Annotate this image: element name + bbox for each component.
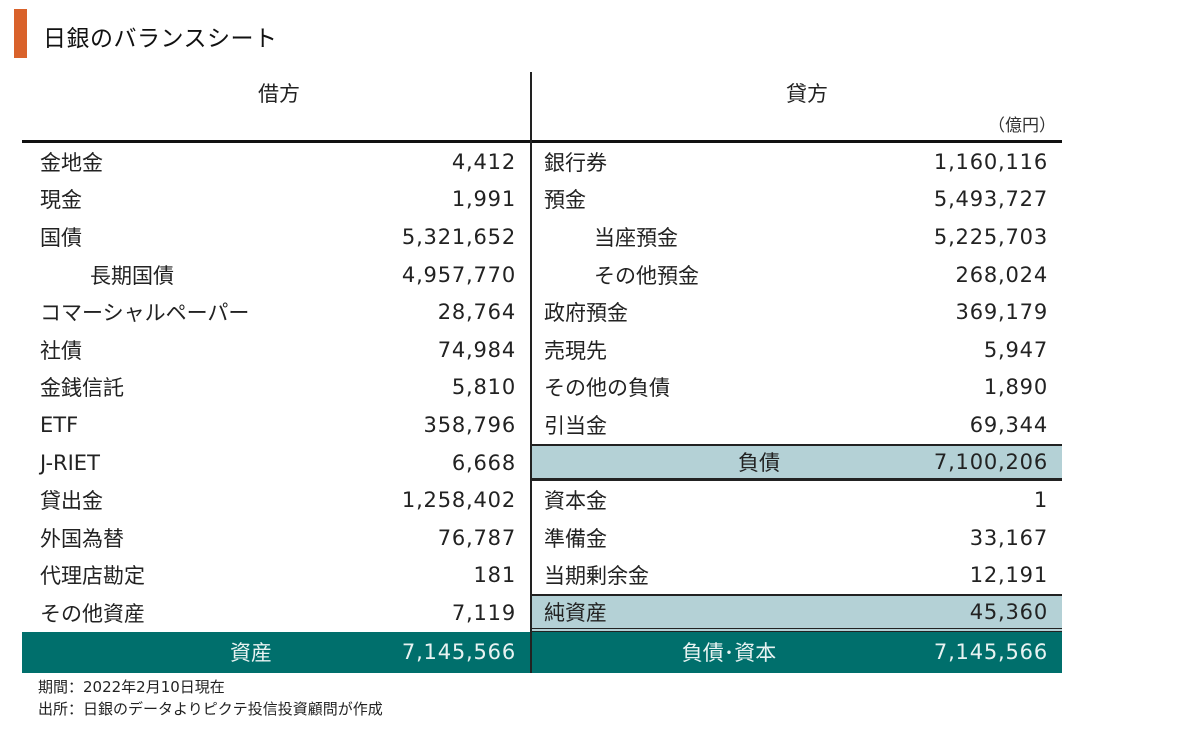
table-row: 政府預金 369,179 (544, 300, 1048, 326)
liabilities-equity-total-row: 負債･資本 7,145,566 (532, 631, 1062, 673)
table-row: コマーシャルペーパー 28,764 (40, 300, 516, 326)
debit-header: 借方 (22, 72, 530, 143)
table-row: 社債 74,984 (40, 337, 516, 363)
credit-header: 貸方 （億円） (532, 72, 1062, 143)
table-row: 代理店勘定 181 (40, 563, 516, 589)
table-row: 銀行券 1,160,116 (544, 149, 1048, 175)
table-row: 当期剰余金 12,191 (544, 563, 1048, 589)
page-title: 日銀のバランスシート (43, 26, 278, 52)
credit-column: 貸方 （億円） 銀行券 1,160,116 預金 5,493,727 当座預金 5,2… (530, 72, 1062, 673)
table-row: 長期国債 4,957,770 (90, 262, 516, 288)
table-row: その他の負債 1,890 (544, 375, 1048, 401)
table-row: 貸出金 1,258,402 (40, 488, 516, 514)
table-row: 預金 5,493,727 (544, 187, 1048, 213)
assets-total-row: 資産 7,145,566 (22, 631, 530, 673)
credit-header-label: 貸方 (786, 82, 828, 106)
table-row: 金地金 4,412 (40, 149, 516, 175)
title-accent-bar (14, 9, 27, 58)
liabilities-subtotal-row: 負債 7,100,206 (532, 443, 1062, 482)
table-row: その他資産 7,119 (40, 600, 516, 626)
table-row: 外国為替 76,787 (40, 525, 516, 551)
period-note: 期間：2022年2月10日現在 (38, 678, 225, 696)
table-row: 準備金 33,167 (544, 525, 1048, 551)
table-row: J-RIET 6,668 (40, 450, 516, 475)
debit-column: 借方 金地金 4,412 現金 1,991 国債 5,321,652 長期国債 4,95… (22, 72, 530, 673)
table-row: 当座預金 5,225,703 (594, 224, 1048, 250)
equity-subtotal-row: 純資産 45,360 (532, 594, 1062, 632)
table-row: 現金 1,991 (40, 187, 516, 213)
table-row: 資本金 1 (544, 488, 1048, 514)
table-row: 引当金 69,344 (544, 412, 1048, 438)
table-row: 金銭信託 5,810 (40, 375, 516, 401)
unit-label: （億円） (988, 116, 1056, 136)
table-row: 国債 5,321,652 (40, 224, 516, 250)
table-row: ETF 358,796 (40, 412, 516, 437)
table-row: 売現先 5,947 (544, 337, 1048, 363)
footnotes: 期間：2022年2月10日現在 出所：日銀のデータよりピクテ投信投資顧問が作成 (38, 676, 383, 720)
source-note: 出所：日銀のデータよりピクテ投信投資顧問が作成 (38, 700, 383, 718)
table-row: その他預金 268,024 (594, 262, 1048, 288)
debit-header-label: 借方 (258, 82, 300, 106)
